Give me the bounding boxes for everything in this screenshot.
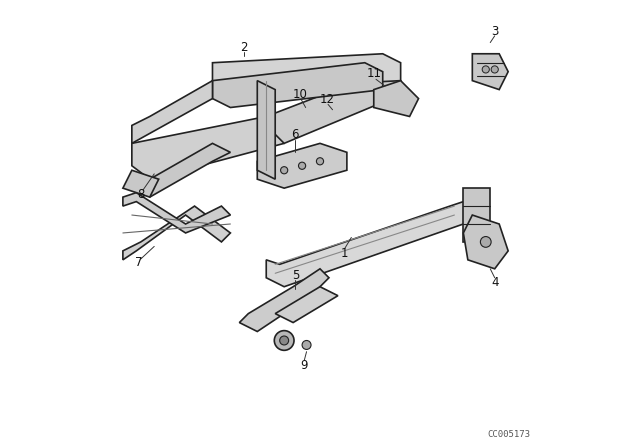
Polygon shape xyxy=(123,206,230,260)
Text: CC005173: CC005173 xyxy=(488,430,531,439)
Polygon shape xyxy=(472,54,508,90)
Polygon shape xyxy=(123,193,230,233)
Polygon shape xyxy=(463,188,490,242)
Circle shape xyxy=(280,336,289,345)
Polygon shape xyxy=(266,202,477,287)
Text: 3: 3 xyxy=(491,25,499,38)
Text: 7: 7 xyxy=(135,255,142,269)
Circle shape xyxy=(482,66,490,73)
Text: 6: 6 xyxy=(292,128,299,141)
Polygon shape xyxy=(257,143,347,188)
Text: 1: 1 xyxy=(341,246,348,260)
Polygon shape xyxy=(132,81,212,143)
Text: 8: 8 xyxy=(137,188,145,202)
Polygon shape xyxy=(275,287,338,323)
Text: 5: 5 xyxy=(292,269,299,282)
Polygon shape xyxy=(212,63,383,108)
Polygon shape xyxy=(212,54,401,90)
Circle shape xyxy=(298,162,306,169)
Circle shape xyxy=(275,331,294,350)
Polygon shape xyxy=(463,215,508,269)
Polygon shape xyxy=(123,170,159,197)
Text: 4: 4 xyxy=(491,276,499,289)
Circle shape xyxy=(280,167,288,174)
Polygon shape xyxy=(239,269,329,332)
Text: 12: 12 xyxy=(319,93,334,106)
Text: 2: 2 xyxy=(240,40,248,54)
Text: 11: 11 xyxy=(366,67,381,81)
Polygon shape xyxy=(374,81,419,116)
Polygon shape xyxy=(266,72,401,143)
Polygon shape xyxy=(257,81,275,179)
Circle shape xyxy=(491,66,499,73)
Circle shape xyxy=(481,237,491,247)
Circle shape xyxy=(302,340,311,349)
Polygon shape xyxy=(150,143,230,197)
Polygon shape xyxy=(132,116,284,179)
Circle shape xyxy=(316,158,324,165)
Text: 10: 10 xyxy=(292,87,307,101)
Text: 9: 9 xyxy=(301,358,308,372)
